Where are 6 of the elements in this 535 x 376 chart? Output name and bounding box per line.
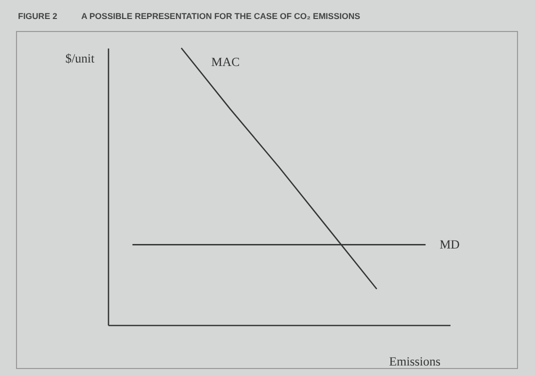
y-axis-title: $/unit <box>65 52 96 66</box>
x-axis-title: Emissions <box>389 354 441 368</box>
chart-subtitle: A POSSIBLE REPRESENTATION FOR THE CASE OF CO₂ EMISSIONS <box>81 11 360 21</box>
series-label: MAC <box>211 55 240 69</box>
text: FIGURE 2 <box>18 11 58 21</box>
series-label: MD <box>440 238 460 252</box>
